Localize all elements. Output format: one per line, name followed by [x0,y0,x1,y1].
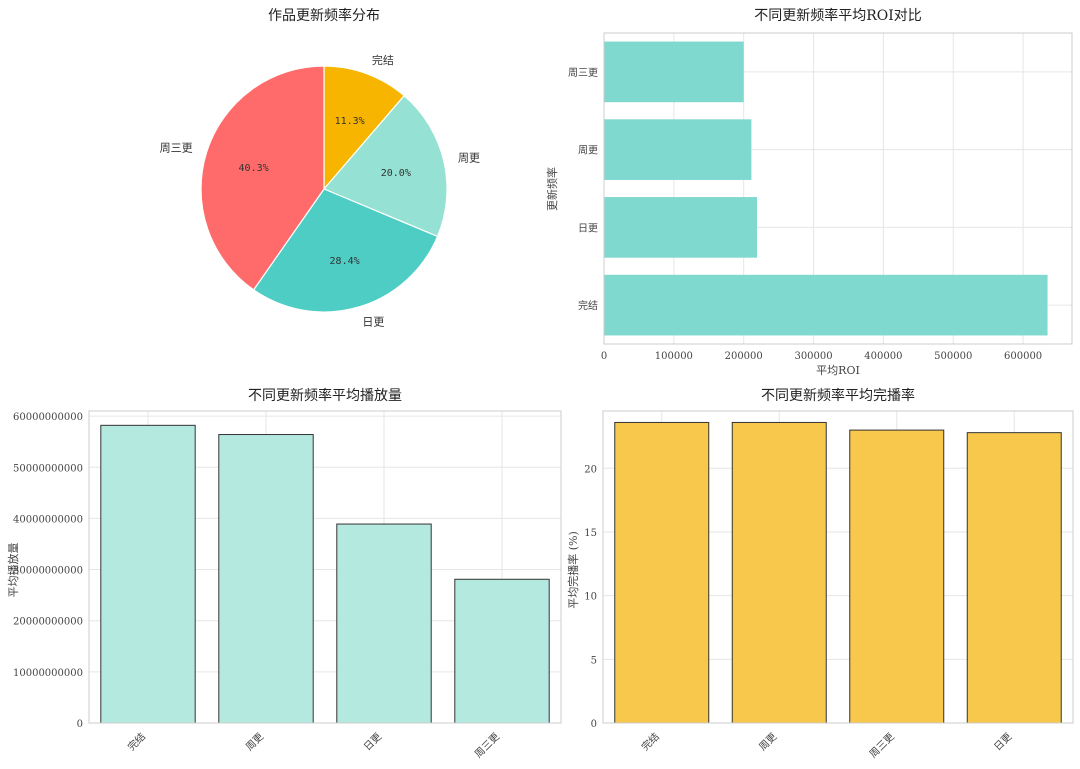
roi-y-tick-label: 周三更 [568,67,598,79]
roi-plot-area: 完结 日更 周更 周三更 0 100000 200000 300000 400000 500000… [568,32,1073,362]
roi-y-tick-label: 周更 [578,145,598,157]
roi-bar [604,41,744,103]
roi-y-axis-label: 更新频率 [545,167,559,211]
plays-chart-title: 不同更新频率平均播放量 [248,387,402,404]
pie-slice [323,65,406,191]
roi-x-tick-label: 500000 [934,351,972,362]
completion-y-tick-label: 0 [591,719,597,730]
pie-slices: 11.3% 完结 20.0% 周更 28.4% 日更 40.3% 周三更 [160,53,480,328]
pie-percent-label: 11.3% [335,116,365,127]
completion-chart-panel: 不同更新频率平均完播率 平均完播率 (%) 完结 周更 周三更 日更 0 5 10 15 20 [566,387,1074,761]
pie-slice-label: 完结 [372,53,394,67]
pie-percent-label: 28.4% [330,256,360,267]
roi-x-tick-label: 200000 [725,351,763,362]
completion-y-tick-label: 15 [584,528,597,539]
roi-y-tick-label: 完结 [578,299,598,312]
completion-chart-title: 不同更新频率平均完播率 [761,387,915,404]
roi-x-axis-label: 平均ROI [816,364,860,377]
roi-chart-panel: 不同更新频率平均ROI对比 平均ROI 更新频率 完结 日更 周更 周三更 0 10000… [545,7,1073,377]
roi-bar [604,197,757,258]
completion-plot-area: 完结 周更 周三更 日更 0 5 10 15 20 [584,410,1074,761]
plays-y-tick-label: 40000000000 [13,514,83,525]
completion-y-tick-label: 10 [584,592,597,603]
completion-bar [966,432,1062,724]
plays-bar [218,434,314,724]
plays-x-tick-label: 完结 [125,730,148,753]
pie-slice-label: 周更 [458,151,480,164]
plays-plot-frame [88,410,562,724]
completion-plot-frame [602,410,1074,724]
plays-x-tick-label: 日更 [361,731,384,754]
plays-bar [454,578,550,724]
completion-x-tick-label: 完结 [639,730,662,753]
completion-x-tick-label: 周更 [757,731,780,754]
plays-y-axis-label: 平均播放量 [6,543,20,598]
plays-y-tick-label: 0 [77,719,83,730]
roi-x-tick-label: 300000 [794,351,832,362]
plays-y-tick-label: 50000000000 [13,463,83,474]
completion-bar [614,421,710,724]
roi-x-tick-label: 100000 [655,351,693,362]
plays-plot-area: 完结 周更 日更 周三更 0 10000000000 20000000000 30000000… [13,410,562,761]
pie-slice-label: 日更 [362,315,384,328]
completion-bar [731,421,827,724]
roi-x-tick-label: 0 [601,351,607,362]
plays-y-tick-label: 60000000000 [13,412,83,423]
completion-x-tick-label: 周三更 [867,731,897,761]
plays-y-tick-label: 10000000000 [13,668,83,679]
roi-plot-frame [603,32,1073,345]
pie-percent-label: 40.3% [239,163,269,174]
plays-x-tick-label: 周三更 [472,731,502,761]
roi-bar [604,274,1048,336]
pie-slice [200,65,325,291]
completion-y-tick-label: 5 [591,655,597,666]
pie-chart-panel: 作品更新频率分布 11.3% 完结 20.0% 周更 28.4% 日更 40.3% 周三更 [160,7,480,328]
roi-bar [604,119,752,180]
roi-y-tick-label: 日更 [578,222,598,234]
pie-slice [252,188,439,313]
pie-percent-label: 20.0% [381,168,411,179]
completion-bar [849,429,945,724]
plays-bar [336,523,432,724]
roi-x-tick-label: 400000 [864,351,902,362]
pie-chart-title: 作品更新频率分布 [268,7,380,24]
roi-chart-title: 不同更新频率平均ROI对比 [754,7,922,24]
plays-y-tick-label: 30000000000 [13,566,83,577]
completion-x-tick-label: 日更 [992,731,1015,754]
plays-y-tick-label: 20000000000 [13,617,83,628]
plays-x-tick-label: 周更 [243,731,266,754]
plays-bar [100,424,196,724]
pie-slice-label: 周三更 [160,142,193,155]
roi-x-tick-label: 600000 [1004,351,1042,362]
plays-chart-panel: 不同更新频率平均播放量 平均播放量 完结 周更 日更 周三更 0 10000000000 2… [6,387,562,761]
completion-y-tick-label: 20 [584,464,597,475]
completion-y-axis-label: 平均完播率 (%) [566,531,580,609]
